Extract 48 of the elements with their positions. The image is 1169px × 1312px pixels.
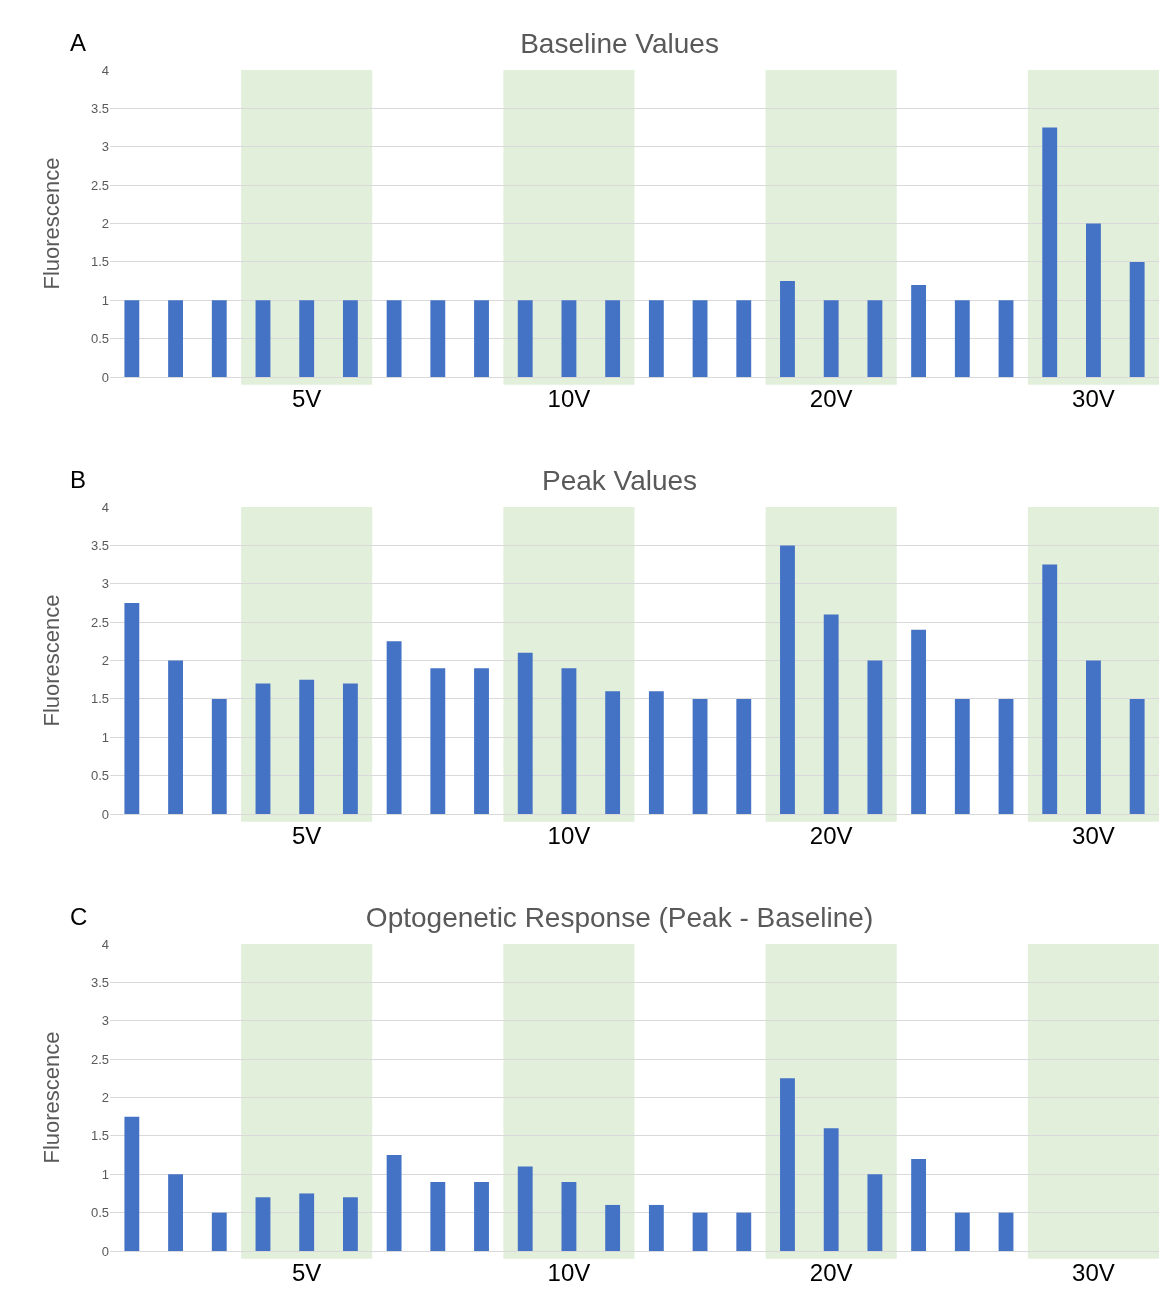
y-tick-label: 0: [101, 806, 109, 822]
x-tick-label: 10V: [547, 1258, 591, 1286]
x-tick-label: 30V: [1072, 821, 1115, 849]
y-tick-label: 3.5: [90, 100, 109, 116]
x-tick-label: 20V: [809, 821, 853, 849]
y-tick-label: 2.5: [90, 1051, 109, 1067]
y-axis-title: Fluorescence: [38, 1031, 64, 1164]
x-tick-label: 5V: [292, 384, 322, 412]
y-tick-label: 0: [101, 369, 109, 385]
y-tick-label: 4: [101, 62, 109, 78]
y-tick-label: 1: [101, 1166, 109, 1182]
y-axis-title: Fluorescence: [38, 157, 64, 290]
y-tick-label: 3.5: [90, 974, 109, 990]
text: B: [70, 466, 87, 493]
x-tick-label: 20V: [809, 1258, 853, 1286]
chart-title: Peak Values: [542, 465, 698, 497]
y-tick-label: 2.5: [90, 177, 109, 193]
chart-title: Optogenetic Response (Peak - Baseline): [365, 902, 874, 934]
y-tick-label: 3.5: [90, 537, 109, 553]
y-tick-label: 1: [101, 729, 109, 745]
x-tick-label: 5V: [292, 1258, 322, 1286]
y-tick-label: 1.5: [90, 254, 109, 270]
y-tick-label: 4: [101, 936, 109, 952]
text: C: [70, 903, 88, 930]
y-axis-title: Fluorescence: [38, 594, 64, 727]
y-tick-label: 0.5: [90, 331, 109, 347]
y-tick-label: 2: [101, 216, 109, 232]
y-tick-label: 2: [101, 1090, 109, 1106]
x-tick-label: 5V: [292, 821, 322, 849]
x-tick-label: 30V: [1072, 384, 1115, 412]
y-tick-label: 1.5: [90, 1128, 109, 1144]
y-tick-label: 1.5: [90, 691, 109, 707]
y-tick-label: 0.5: [90, 1205, 109, 1221]
x-tick-label: 30V: [1072, 1258, 1115, 1286]
x-tick-label: 10V: [547, 821, 591, 849]
y-tick-label: 0: [101, 1243, 109, 1259]
y-tick-label: 0.5: [90, 768, 109, 784]
y-tick-label: 2.5: [90, 614, 109, 630]
chart-title: Baseline Values: [520, 28, 719, 60]
y-tick-label: 4: [101, 499, 109, 515]
y-tick-label: 3: [101, 576, 109, 592]
y-tick-label: 3: [101, 1013, 109, 1029]
y-tick-label: 1: [101, 292, 109, 308]
y-tick-label: 3: [101, 139, 109, 155]
x-tick-label: 20V: [809, 384, 853, 412]
text: A: [70, 29, 87, 56]
y-tick-label: 2: [101, 653, 109, 669]
x-tick-label: 10V: [547, 384, 591, 412]
